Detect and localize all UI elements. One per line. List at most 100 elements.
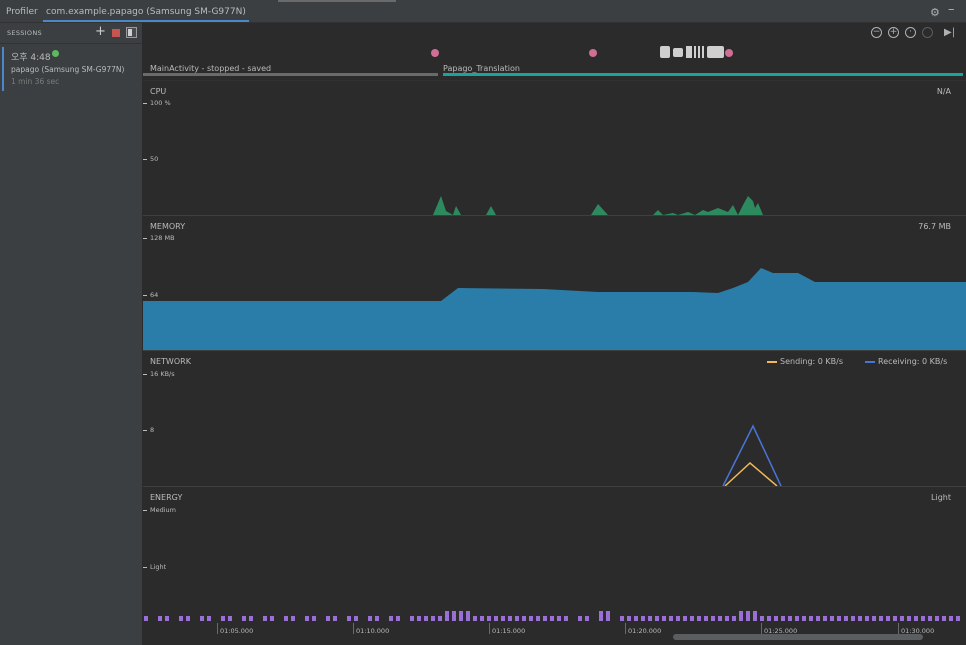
session-item[interactable]: 오후 4:48 papago (Samsung SM-G977N) 1 min …	[0, 45, 142, 91]
energy-bar	[305, 616, 309, 621]
plus-icon[interactable]: +	[95, 24, 106, 39]
gear-icon[interactable]: ⚙	[930, 6, 940, 19]
tab-session-label: com.example.papago (Samsung SM-G977N)	[46, 7, 246, 17]
energy-bar	[718, 616, 722, 621]
energy-bar	[459, 611, 463, 621]
receiving-swatch	[865, 360, 875, 363]
legend-sending: Sending: 0 KB/s	[767, 357, 843, 366]
energy-bar	[536, 616, 540, 621]
title-strip	[0, 0, 966, 3]
activity-bar-main[interactable]	[143, 73, 438, 76]
reset-zoom-icon[interactable]: ·	[905, 27, 916, 38]
energy-bar	[585, 616, 589, 621]
energy-bar	[774, 616, 778, 621]
energy-bar	[158, 616, 162, 621]
cpu-area	[433, 196, 763, 215]
energy-bar	[830, 616, 834, 621]
cpu-chart	[433, 196, 763, 215]
network-title: NETWORK	[150, 357, 191, 366]
energy-bar	[445, 611, 449, 621]
energy-bar	[879, 616, 883, 621]
energy-bar	[186, 616, 190, 621]
energy-bar	[851, 616, 855, 621]
touch-event-marker[interactable]	[725, 49, 733, 57]
active-tab-underline	[43, 20, 249, 22]
energy-bar	[620, 616, 624, 621]
memory-area	[143, 268, 966, 350]
energy-bar	[634, 616, 638, 621]
energy-bar	[844, 616, 848, 621]
panel-toggle-icon[interactable]	[126, 27, 137, 38]
cpu-tick-max: 100 %	[143, 99, 171, 107]
energy-tick-max: Medium	[143, 506, 176, 514]
touch-event-marker[interactable]	[589, 49, 597, 57]
network-panel[interactable]: NETWORK Sending: 0 KB/s Receiving: 0 KB/…	[143, 351, 966, 487]
energy-bar	[711, 616, 715, 621]
energy-bar	[389, 616, 393, 621]
screen-thumbnail-strip[interactable]	[660, 46, 730, 58]
session-name: papago (Samsung SM-G977N)	[11, 65, 125, 74]
thumbnail-icon	[686, 46, 692, 58]
energy-bar	[788, 616, 792, 621]
energy-bar	[179, 616, 183, 621]
energy-bar	[704, 616, 708, 621]
time-label: 01:15.000	[488, 623, 526, 635]
energy-bar	[753, 611, 757, 621]
activity-bar-translation[interactable]	[443, 73, 963, 76]
energy-bar	[557, 616, 561, 621]
sending-line	[724, 461, 778, 486]
energy-chart	[144, 611, 960, 621]
touch-event-marker[interactable]	[431, 49, 439, 57]
timeline-scrollbar[interactable]	[673, 634, 923, 640]
network-chart	[722, 424, 782, 486]
tool-window-header: Profiler com.example.papago (Samsung SM-…	[0, 3, 966, 23]
session-selected-indicator	[2, 47, 4, 91]
go-to-live-icon[interactable]: ▶|	[944, 27, 956, 38]
energy-bar	[522, 616, 526, 621]
energy-bar	[494, 616, 498, 621]
memory-panel[interactable]: MEMORY 76.7 MB 128 MB 64	[143, 216, 966, 351]
energy-bar	[914, 616, 918, 621]
minimize-icon[interactable]: –	[948, 2, 955, 17]
tab-profiler[interactable]: Profiler	[6, 7, 38, 17]
energy-bar	[669, 616, 673, 621]
energy-bar	[858, 616, 862, 621]
energy-bar	[865, 616, 869, 621]
attach-to-live-icon[interactable]	[922, 27, 933, 38]
energy-bar	[207, 616, 211, 621]
session-live-dot	[52, 50, 59, 57]
cpu-panel[interactable]: CPU N/A 100 % 50	[143, 81, 966, 216]
time-label: 01:10.000	[352, 623, 390, 635]
energy-bar	[424, 616, 428, 621]
energy-bar	[907, 616, 911, 621]
energy-bar	[949, 616, 953, 621]
energy-bar	[893, 616, 897, 621]
energy-bar	[935, 616, 939, 621]
energy-bar	[263, 616, 267, 621]
sending-swatch	[767, 360, 777, 363]
stop-icon[interactable]	[112, 29, 120, 37]
zoom-in-icon[interactable]: +	[888, 27, 899, 38]
zoom-out-icon[interactable]: −	[871, 27, 882, 38]
energy-bar	[543, 616, 547, 621]
energy-bar	[578, 616, 582, 621]
energy-bar	[564, 616, 568, 621]
energy-bar	[683, 616, 687, 621]
legend-receiving: Receiving: 0 KB/s	[865, 357, 947, 366]
energy-bar	[312, 616, 316, 621]
energy-bar	[781, 616, 785, 621]
energy-bar	[417, 616, 421, 621]
memory-title: MEMORY	[150, 222, 186, 231]
energy-bar	[816, 616, 820, 621]
energy-bar	[473, 616, 477, 621]
sessions-panel: SESSIONS + 오후 4:48 papago (Samsung SM-G9…	[0, 23, 143, 645]
energy-bar	[697, 616, 701, 621]
memory-value: 76.7 MB	[918, 222, 951, 231]
energy-panel[interactable]: ENERGY Light Medium Light	[143, 487, 966, 622]
energy-bar	[956, 616, 960, 621]
energy-bar	[291, 616, 295, 621]
tab-session-papago[interactable]: com.example.papago (Samsung SM-G977N)	[43, 3, 249, 22]
title-strip-handle[interactable]	[278, 0, 396, 2]
time-label: 01:30.000	[897, 623, 935, 635]
energy-bar	[872, 616, 876, 621]
